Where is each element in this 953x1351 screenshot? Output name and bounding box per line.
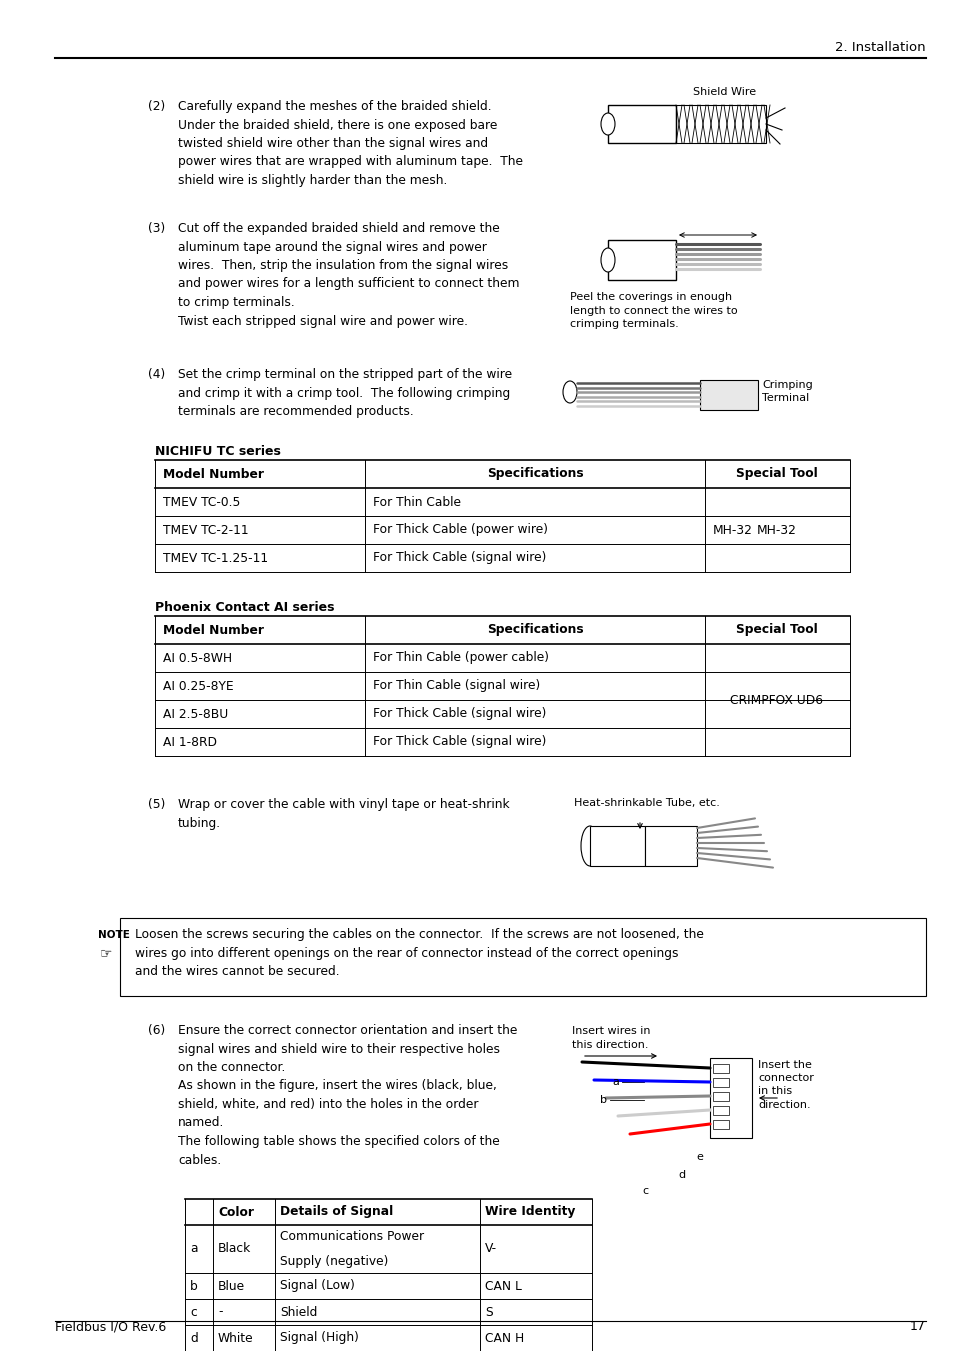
- Text: d: d: [678, 1170, 685, 1179]
- Text: (4): (4): [148, 367, 165, 381]
- Bar: [644, 825, 697, 866]
- Ellipse shape: [600, 113, 615, 135]
- Text: 17: 17: [909, 1320, 925, 1333]
- Text: For Thin Cable (signal wire): For Thin Cable (signal wire): [373, 680, 539, 693]
- Text: this direction.: this direction.: [572, 1040, 648, 1050]
- Text: Insert the
connector
in this
direction.: Insert the connector in this direction.: [758, 1061, 813, 1109]
- Text: Wrap or cover the cable with vinyl tape or heat-shrink
tubing.: Wrap or cover the cable with vinyl tape …: [178, 798, 509, 830]
- Ellipse shape: [600, 249, 615, 272]
- Text: (2): (2): [148, 100, 165, 113]
- Text: Crimping
Terminal: Crimping Terminal: [761, 380, 812, 403]
- Text: Ensure the correct connector orientation and insert the
signal wires and shield : Ensure the correct connector orientation…: [178, 1024, 517, 1166]
- Text: Shield Wire: Shield Wire: [693, 86, 756, 97]
- Text: AI 0.5-8WH: AI 0.5-8WH: [163, 651, 232, 665]
- Bar: [712, 1120, 728, 1129]
- Text: (5): (5): [148, 798, 165, 811]
- Text: V-: V-: [484, 1243, 497, 1255]
- Text: CAN H: CAN H: [484, 1332, 524, 1344]
- Bar: [700, 380, 758, 409]
- Text: -: -: [218, 1305, 222, 1319]
- Text: b: b: [190, 1279, 197, 1293]
- Text: Communications Power: Communications Power: [280, 1231, 424, 1243]
- Text: Set the crimp terminal on the stripped part of the wire
and crimp it with a crim: Set the crimp terminal on the stripped p…: [178, 367, 512, 417]
- Text: Special Tool: Special Tool: [736, 624, 817, 636]
- Text: c: c: [190, 1305, 196, 1319]
- Text: Black: Black: [218, 1243, 251, 1255]
- Text: Loosen the screws securing the cables on the connector.  If the screws are not l: Loosen the screws securing the cables on…: [135, 928, 703, 978]
- Text: ☞: ☞: [100, 946, 112, 961]
- Text: b: b: [599, 1096, 606, 1105]
- Bar: [607, 105, 676, 143]
- Bar: [712, 1065, 728, 1073]
- Text: Special Tool: Special Tool: [736, 467, 817, 481]
- Text: MH-32: MH-32: [712, 523, 752, 536]
- Text: d: d: [190, 1332, 197, 1344]
- Text: Phoenix Contact AI series: Phoenix Contact AI series: [154, 601, 335, 613]
- Bar: [709, 1058, 751, 1138]
- Text: Wire Identity: Wire Identity: [484, 1205, 575, 1219]
- Bar: [120, 917, 925, 996]
- Text: c: c: [641, 1186, 647, 1196]
- Text: TMEV TC-1.25-11: TMEV TC-1.25-11: [163, 551, 268, 565]
- Text: CAN L: CAN L: [484, 1279, 521, 1293]
- Text: Specifications: Specifications: [486, 467, 582, 481]
- Text: NICHIFU TC series: NICHIFU TC series: [154, 444, 280, 458]
- Text: Heat-shrinkable Tube, etc.: Heat-shrinkable Tube, etc.: [574, 798, 720, 808]
- Text: Fieldbus I/O Rev.6: Fieldbus I/O Rev.6: [55, 1320, 166, 1333]
- Text: For Thick Cable (signal wire): For Thick Cable (signal wire): [373, 551, 546, 565]
- Text: Blue: Blue: [218, 1279, 245, 1293]
- Text: Signal (High): Signal (High): [280, 1332, 358, 1344]
- Text: Specifications: Specifications: [486, 624, 582, 636]
- Text: For Thick Cable (signal wire): For Thick Cable (signal wire): [373, 708, 546, 720]
- Text: For Thin Cable (power cable): For Thin Cable (power cable): [373, 651, 548, 665]
- Text: Details of Signal: Details of Signal: [280, 1205, 393, 1219]
- Text: For Thick Cable (power wire): For Thick Cable (power wire): [373, 523, 547, 536]
- Text: a: a: [190, 1243, 197, 1255]
- Text: AI 2.5-8BU: AI 2.5-8BU: [163, 708, 228, 720]
- Bar: [712, 1078, 728, 1088]
- Bar: [607, 240, 676, 280]
- Text: For Thick Cable (signal wire): For Thick Cable (signal wire): [373, 735, 546, 748]
- Text: NOTE: NOTE: [98, 929, 130, 940]
- Text: a: a: [612, 1077, 618, 1088]
- Bar: [589, 825, 644, 866]
- Text: (3): (3): [148, 222, 165, 235]
- Text: Peel the coverings in enough
length to connect the wires to
crimping terminals.: Peel the coverings in enough length to c…: [569, 292, 737, 330]
- Text: Cut off the expanded braided shield and remove the
aluminum tape around the sign: Cut off the expanded braided shield and …: [178, 222, 519, 327]
- Bar: [676, 105, 765, 143]
- Text: Insert wires in: Insert wires in: [572, 1025, 650, 1036]
- Text: Model Number: Model Number: [163, 624, 264, 636]
- Text: White: White: [218, 1332, 253, 1344]
- Bar: [712, 1092, 728, 1101]
- Text: Carefully expand the meshes of the braided shield.
Under the braided shield, the: Carefully expand the meshes of the braid…: [178, 100, 522, 186]
- Text: e: e: [696, 1152, 702, 1162]
- Text: (6): (6): [148, 1024, 165, 1038]
- Text: AI 1-8RD: AI 1-8RD: [163, 735, 216, 748]
- Bar: [712, 1106, 728, 1115]
- Ellipse shape: [580, 825, 598, 866]
- Text: CRIMPFOX UD6: CRIMPFOX UD6: [730, 693, 822, 707]
- Text: Shield: Shield: [280, 1305, 317, 1319]
- Text: Color: Color: [218, 1205, 253, 1219]
- Text: MH-32: MH-32: [757, 523, 796, 536]
- Text: 2. Installation: 2. Installation: [835, 41, 925, 54]
- Text: Model Number: Model Number: [163, 467, 264, 481]
- Text: Supply (negative): Supply (negative): [280, 1255, 388, 1267]
- Bar: [589, 825, 644, 866]
- Text: S: S: [484, 1305, 492, 1319]
- Ellipse shape: [562, 381, 577, 403]
- Text: TMEV TC-2-11: TMEV TC-2-11: [163, 523, 249, 536]
- Text: Signal (Low): Signal (Low): [280, 1279, 355, 1293]
- Text: For Thin Cable: For Thin Cable: [373, 496, 460, 508]
- Text: TMEV TC-0.5: TMEV TC-0.5: [163, 496, 240, 508]
- Text: AI 0.25-8YE: AI 0.25-8YE: [163, 680, 233, 693]
